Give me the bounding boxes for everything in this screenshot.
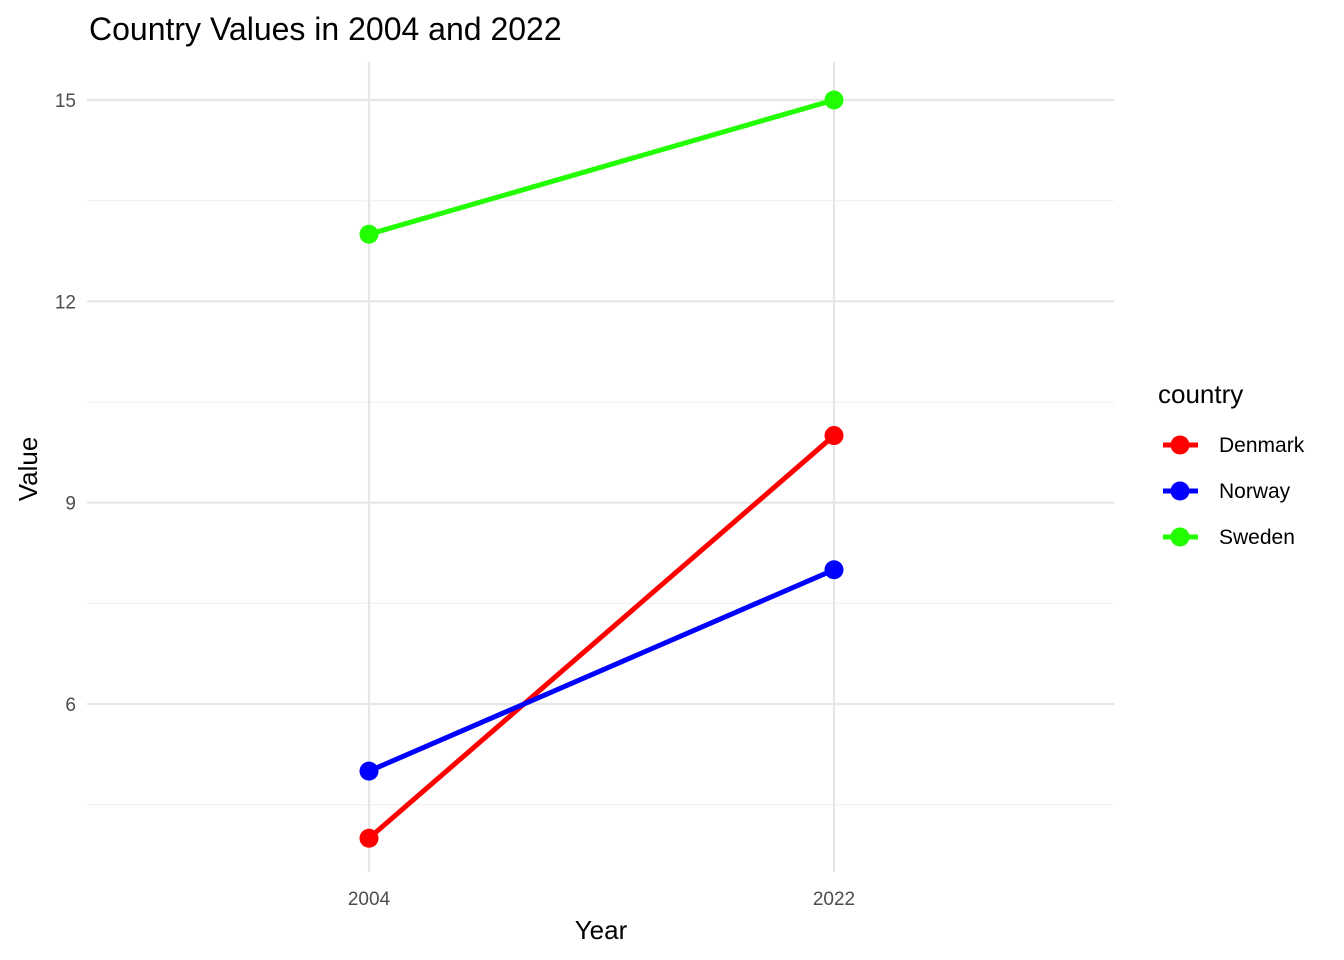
- legend-label: Denmark: [1219, 434, 1305, 457]
- legend: country Denmark Norway Sweden: [1158, 379, 1305, 549]
- legend-title: country: [1158, 379, 1243, 409]
- legend-item-norway: Norway: [1163, 480, 1291, 503]
- series-layer: [359, 90, 844, 848]
- grid: [87, 62, 1114, 872]
- x-axis-title: Year: [575, 915, 628, 945]
- data-point: [824, 560, 844, 580]
- series-norway: [359, 560, 844, 781]
- chart-title: Country Values in 2004 and 2022: [89, 11, 562, 47]
- data-point: [359, 828, 379, 848]
- legend-key-point: [1170, 481, 1190, 501]
- y-axis-title: Value: [13, 437, 43, 502]
- series-denmark: [359, 426, 844, 848]
- data-point: [359, 761, 379, 781]
- series-sweden: [359, 90, 844, 244]
- data-point: [359, 224, 379, 244]
- x-tick-label: 2004: [348, 889, 391, 910]
- series-line: [367, 433, 836, 841]
- legend-item-denmark: Denmark: [1163, 434, 1305, 457]
- y-tick-label: 15: [55, 91, 76, 112]
- y-tick-label: 9: [65, 494, 76, 515]
- data-point: [824, 90, 844, 110]
- legend-label: Sweden: [1219, 526, 1295, 549]
- x-tick-label: 2022: [813, 889, 855, 910]
- y-tick-label: 6: [65, 695, 76, 716]
- legend-key-point: [1170, 527, 1190, 547]
- legend-item-sweden: Sweden: [1163, 526, 1295, 549]
- series-line: [368, 97, 835, 237]
- legend-label: Norway: [1219, 480, 1291, 503]
- series-line: [368, 567, 835, 774]
- y-tick-label: 12: [55, 292, 76, 313]
- legend-key-point: [1170, 435, 1190, 455]
- tick-labels: 6 9 12 15 2004 2022: [55, 91, 855, 910]
- data-point: [824, 426, 844, 446]
